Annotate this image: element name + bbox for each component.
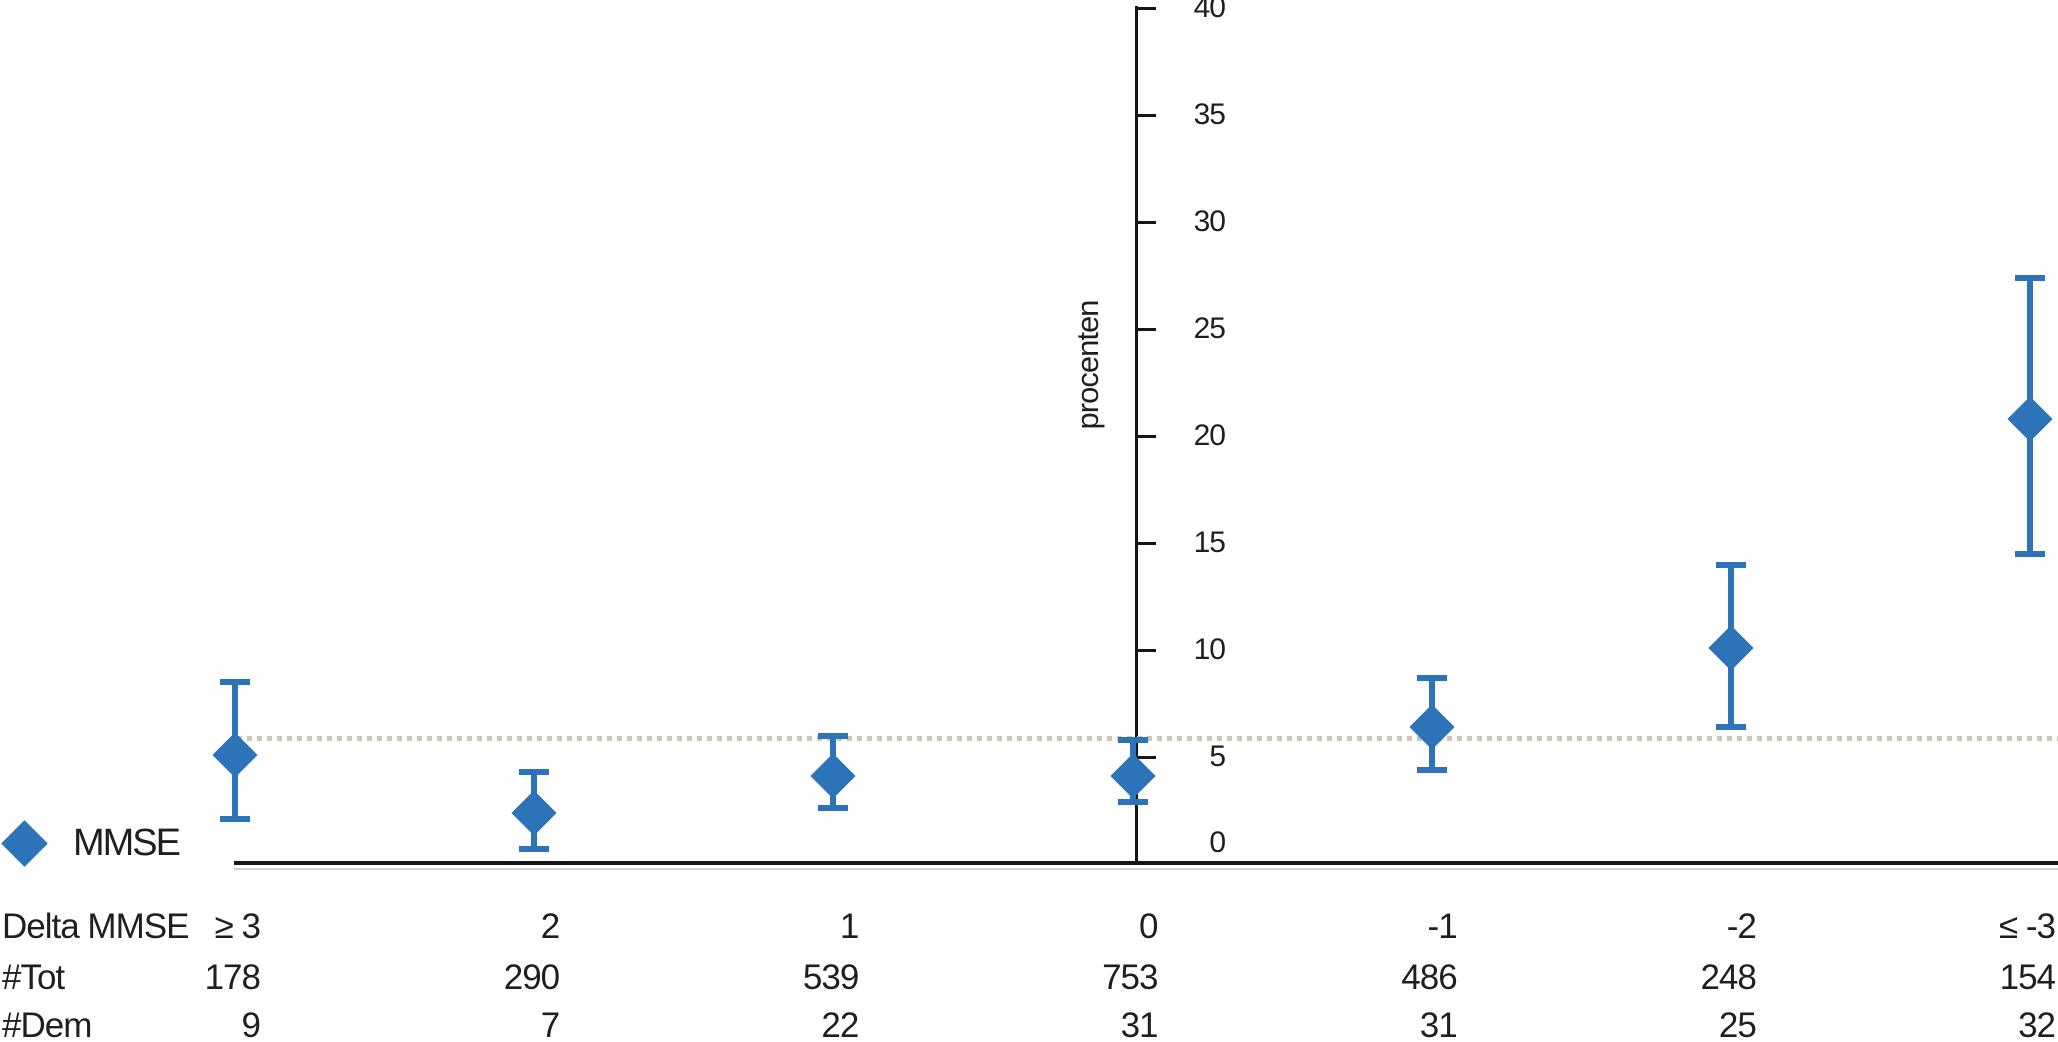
error-bar-cap-bottom <box>220 816 250 823</box>
error-bar-cap-top <box>1117 736 1148 743</box>
y-axis-tick <box>1135 113 1156 117</box>
y-axis-tick <box>1135 755 1156 759</box>
x-axis-secondary-line <box>234 868 2058 870</box>
x-axis-line <box>234 861 2058 865</box>
y-axis-tick <box>1135 541 1156 545</box>
y-axis-tick-label: 10 <box>1193 633 1226 667</box>
table-cell: 248 <box>1700 958 1756 997</box>
table-cell: 2 <box>540 907 560 946</box>
table-cell: 31 <box>1419 1006 1458 1042</box>
error-bar-cap-top <box>1416 674 1447 681</box>
table-cell: 31 <box>1120 1006 1159 1042</box>
y-axis-tick <box>1135 6 1156 10</box>
table-cell: 154 <box>1999 958 2056 997</box>
data-point-diamond <box>810 753 856 799</box>
y-axis-tick-label: 40 <box>1193 0 1226 25</box>
error-bar-cap-top <box>1715 561 1746 568</box>
error-bar-cap-top <box>519 769 550 776</box>
table-cell: 1 <box>839 907 859 946</box>
data-point-diamond <box>1708 625 1754 671</box>
error-bar-cap-bottom <box>2015 550 2046 557</box>
table-cell: -2 <box>1726 907 1757 946</box>
y-axis-tick-label: 35 <box>1193 98 1226 132</box>
legend: MMSE <box>1 819 181 867</box>
data-point-diamond <box>2007 396 2053 442</box>
y-axis-tick-label: 5 <box>1209 740 1226 774</box>
error-bar-cap-top <box>818 732 849 739</box>
table-cell: 486 <box>1401 958 1457 997</box>
error-bar-cap-bottom <box>1715 724 1746 731</box>
reference-line <box>237 735 2058 741</box>
table-cell: 0 <box>1139 907 1158 946</box>
data-point-diamond <box>1409 704 1455 750</box>
y-axis-tick-label: 25 <box>1193 312 1226 346</box>
table-cell: 753 <box>1102 958 1158 997</box>
y-axis-tick-label: 15 <box>1193 526 1226 560</box>
table-row-label: #Dem <box>2 1006 92 1042</box>
table-cell: 32 <box>2018 1006 2056 1042</box>
error-bar-cap-bottom <box>519 846 550 853</box>
error-bar-cap-bottom <box>818 805 849 812</box>
y-axis-tick <box>1135 648 1156 652</box>
table-row-label: #Tot <box>2 958 65 997</box>
table-cell: -1 <box>1427 907 1458 946</box>
error-bar-cap-top <box>2015 274 2046 281</box>
y-axis-tick-label: 0 <box>1209 826 1226 859</box>
table-cell: 290 <box>503 958 560 997</box>
table-cell: 7 <box>540 1006 560 1042</box>
error-bar-cap-bottom <box>1416 766 1447 773</box>
table-cell: 9 <box>241 1006 261 1042</box>
y-axis-tick <box>1135 327 1156 331</box>
y-axis-tick <box>1135 220 1156 224</box>
table-cell: 25 <box>1718 1006 1757 1042</box>
error-bar-cap-bottom <box>1117 798 1148 805</box>
table-cell: ≥ 3 <box>214 907 261 946</box>
y-axis-tick-label: 20 <box>1193 419 1226 453</box>
table-cell: ≤ -3 <box>1998 907 2056 946</box>
legend-diamond-icon <box>1 819 48 867</box>
error-bar-cap-top <box>220 679 250 686</box>
table-row-label: Delta MMSE <box>2 907 189 946</box>
y-axis-tick <box>1135 434 1156 438</box>
legend-label: MMSE <box>73 822 181 864</box>
y-axis-tick-label: 30 <box>1193 205 1226 239</box>
table-cell: 22 <box>821 1006 859 1042</box>
data-point-diamond <box>511 790 557 836</box>
table-cell: 539 <box>802 958 859 997</box>
table-cell: 178 <box>204 958 261 997</box>
